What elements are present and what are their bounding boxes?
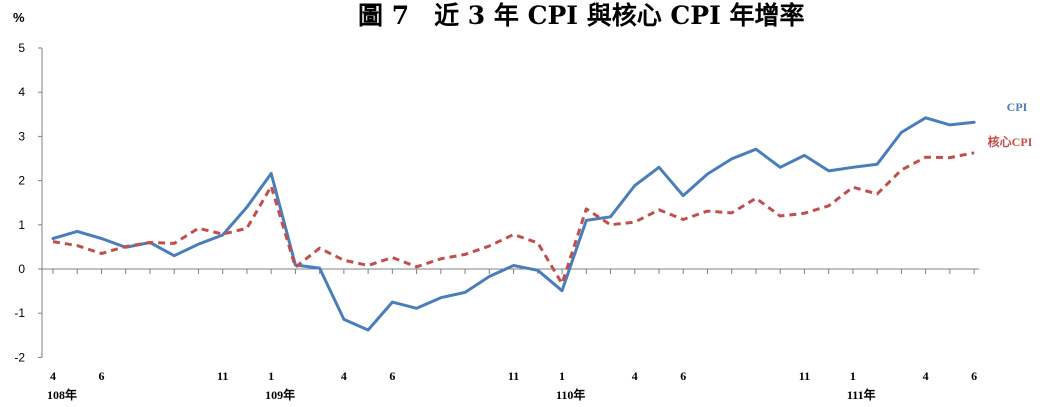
- y-axis: -2 -1 0 1 2 3 4 5: [14, 41, 42, 364]
- y-tick-label: -2: [14, 350, 25, 364]
- x-month-label: 6: [389, 369, 395, 383]
- y-unit-label: %: [13, 10, 25, 25]
- x-month-label: 6: [971, 369, 977, 383]
- x-month-label: 11: [799, 369, 810, 383]
- series-lines: [53, 118, 974, 330]
- x-month-label: 6: [98, 369, 104, 383]
- x-month-label: 1: [559, 369, 565, 383]
- x-month-label: 4: [923, 369, 929, 383]
- y-tick-label: -1: [14, 306, 25, 320]
- x-month-label: 4: [341, 369, 347, 383]
- y-tick-label: 1: [18, 218, 25, 232]
- series-label-core-cpi: 核心CPI: [988, 134, 1033, 149]
- series-labels: CPI 核心CPI: [988, 100, 1033, 149]
- x-month-label: 6: [680, 369, 686, 383]
- x-month-label: 11: [217, 369, 228, 383]
- y-tick-label: 3: [18, 129, 25, 143]
- series-label-cpi: CPI: [1007, 100, 1028, 114]
- series-line-core-cpi: [53, 153, 974, 284]
- x-year-label: 111年: [847, 387, 876, 402]
- series-line-cpi: [53, 118, 974, 330]
- x-month-label: 1: [268, 369, 274, 383]
- x-month-label: 11: [508, 369, 519, 383]
- x-month-label: 1: [850, 369, 856, 383]
- x-year-label: 108年: [47, 387, 77, 402]
- y-tick-label: 0: [18, 262, 25, 276]
- x-month-label: 4: [50, 369, 56, 383]
- x-year-label: 110年: [556, 387, 585, 402]
- y-tick-label: 4: [18, 85, 25, 99]
- chart-title: 圖 7 近 3 年 CPI 與核心 CPI 年增率: [358, 1, 805, 30]
- x-year-label: 109年: [265, 387, 295, 402]
- y-tick-label: 2: [18, 174, 25, 188]
- x-month-label: 4: [632, 369, 638, 383]
- y-tick-label: 5: [18, 41, 25, 55]
